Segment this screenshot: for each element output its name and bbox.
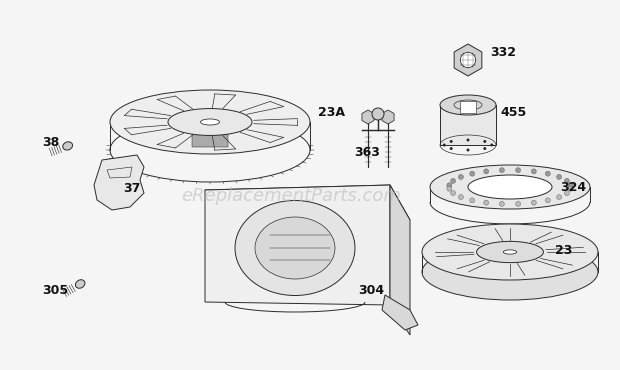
Circle shape (458, 174, 463, 179)
Ellipse shape (503, 250, 516, 254)
Circle shape (484, 200, 489, 205)
Circle shape (484, 140, 486, 143)
Circle shape (546, 171, 551, 176)
Circle shape (460, 52, 476, 68)
Ellipse shape (63, 142, 73, 150)
Text: 38: 38 (42, 135, 60, 148)
Circle shape (568, 186, 574, 191)
Circle shape (470, 198, 475, 203)
FancyBboxPatch shape (460, 101, 476, 113)
Ellipse shape (255, 217, 335, 279)
Circle shape (450, 147, 453, 150)
Circle shape (450, 140, 453, 143)
Ellipse shape (200, 119, 219, 125)
Circle shape (557, 174, 562, 179)
Circle shape (557, 195, 562, 199)
Ellipse shape (477, 241, 544, 263)
Polygon shape (454, 44, 482, 76)
Ellipse shape (168, 108, 252, 135)
Circle shape (451, 191, 456, 196)
Circle shape (564, 191, 569, 196)
Circle shape (516, 201, 521, 206)
Ellipse shape (110, 90, 310, 154)
Ellipse shape (430, 165, 590, 209)
Text: 23: 23 (555, 243, 572, 256)
Circle shape (484, 147, 486, 150)
Circle shape (531, 200, 536, 205)
Circle shape (447, 183, 452, 188)
Polygon shape (390, 185, 410, 335)
Circle shape (568, 183, 574, 188)
Polygon shape (205, 185, 390, 305)
Circle shape (458, 195, 463, 199)
Circle shape (531, 169, 536, 174)
Text: eReplacementParts.com: eReplacementParts.com (182, 187, 401, 205)
Text: 304: 304 (358, 283, 384, 296)
Ellipse shape (422, 244, 598, 300)
Circle shape (470, 171, 475, 176)
Circle shape (490, 144, 494, 147)
Ellipse shape (235, 201, 355, 296)
Circle shape (372, 108, 384, 120)
Circle shape (499, 168, 504, 173)
Text: 305: 305 (42, 283, 68, 296)
Ellipse shape (422, 224, 598, 280)
Polygon shape (382, 295, 418, 330)
Polygon shape (205, 185, 410, 225)
Circle shape (443, 144, 446, 147)
Text: 37: 37 (123, 182, 140, 195)
Ellipse shape (440, 95, 496, 115)
Text: 332: 332 (490, 46, 516, 58)
FancyBboxPatch shape (192, 134, 228, 147)
Circle shape (546, 198, 551, 203)
FancyBboxPatch shape (440, 105, 496, 145)
Circle shape (516, 168, 521, 173)
Circle shape (451, 178, 456, 184)
Circle shape (499, 201, 504, 206)
Circle shape (484, 169, 489, 174)
Circle shape (466, 138, 469, 141)
Text: 324: 324 (560, 181, 586, 194)
Text: 455: 455 (500, 105, 526, 118)
Circle shape (447, 186, 452, 191)
Circle shape (466, 148, 469, 151)
Ellipse shape (76, 280, 85, 288)
Circle shape (564, 178, 569, 184)
Text: 363: 363 (354, 145, 380, 158)
Polygon shape (94, 155, 144, 210)
Text: 23A: 23A (318, 105, 345, 118)
Polygon shape (362, 110, 374, 124)
Ellipse shape (468, 175, 552, 199)
Polygon shape (382, 110, 394, 124)
